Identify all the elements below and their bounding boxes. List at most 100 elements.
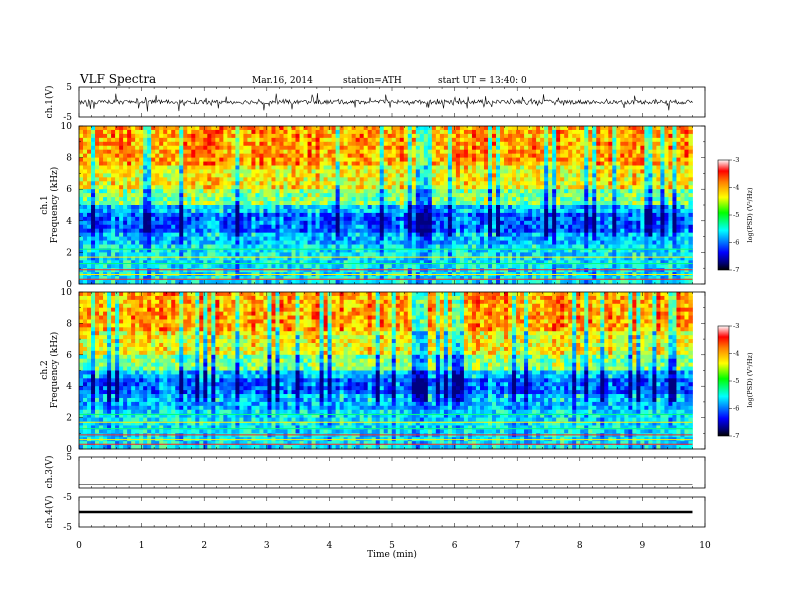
spectrogram-cell xyxy=(608,197,613,202)
spectrogram-cell xyxy=(111,248,116,253)
spectrogram-cell xyxy=(504,153,509,158)
spectrogram-cell xyxy=(247,153,252,158)
spectrogram-cell xyxy=(391,165,397,170)
spectrogram-cell xyxy=(604,173,609,178)
spectrogram-cell xyxy=(492,126,497,131)
spectrogram-cell xyxy=(596,228,601,234)
spectrogram-cell xyxy=(355,228,361,234)
spectrogram-cell xyxy=(99,133,104,139)
spectrogram-cell xyxy=(211,169,216,174)
spectrogram-cell xyxy=(103,129,108,135)
spectrogram-cell xyxy=(195,181,200,186)
spectrogram-cell xyxy=(656,216,661,222)
spectrogram-cell xyxy=(427,126,433,131)
spectrogram-cell xyxy=(315,193,320,198)
spectrogram-cell xyxy=(556,205,561,210)
spectrogram-cell xyxy=(676,240,681,245)
spectrogram-cell xyxy=(560,161,565,166)
spectrogram-cell xyxy=(620,181,625,186)
spectrogram-cell xyxy=(540,193,545,198)
spectrogram-cell xyxy=(680,141,685,147)
spectrogram-cell xyxy=(636,165,641,170)
spectrogram-cell xyxy=(307,165,312,170)
spectrogram-cell xyxy=(383,236,389,241)
spectrogram-cell xyxy=(183,153,188,158)
spectrogram-cell xyxy=(632,145,637,151)
spectrogram-cell xyxy=(79,145,84,151)
spectrogram-cell xyxy=(215,244,220,249)
spectrogram-cell xyxy=(451,173,457,178)
spectrogram-cell xyxy=(263,216,268,222)
spectrogram-cell xyxy=(311,208,316,214)
spectrogram-cell xyxy=(107,149,112,155)
spectrogram-cell xyxy=(552,153,557,158)
spectrogram-cell xyxy=(367,177,373,182)
spectrogram-cell xyxy=(540,165,545,170)
spectrogram-cell xyxy=(259,149,264,155)
spectrogram-cell xyxy=(215,236,220,241)
spectrogram-cell xyxy=(431,137,437,143)
spectrogram-cell xyxy=(612,157,617,162)
spectrogram-cell xyxy=(99,216,104,222)
spectrogram-cell xyxy=(399,149,405,155)
spectrogram-cell xyxy=(572,173,577,178)
spectrogram-cell xyxy=(536,224,541,230)
spectrogram-cell xyxy=(119,173,124,178)
spectrogram-cell xyxy=(467,189,473,194)
spectrogram-cell xyxy=(459,161,465,166)
spectrogram-cell xyxy=(367,161,373,166)
spectrogram-cell xyxy=(628,185,633,190)
spectrogram-cell xyxy=(656,129,661,135)
spectrogram-cell xyxy=(584,149,589,155)
spectrogram-cell xyxy=(111,232,116,237)
spectrogram-cell xyxy=(251,244,256,249)
spectrogram-cell xyxy=(568,126,573,131)
spectrogram-cell xyxy=(255,197,260,202)
spectrogram-cell xyxy=(219,228,224,234)
spectrogram-cell xyxy=(483,161,489,166)
spectrogram-cell xyxy=(435,201,441,206)
spectrogram-cell xyxy=(612,165,617,170)
spectrogram-cell xyxy=(199,126,204,131)
spectrogram-cell xyxy=(508,205,513,210)
spectrogram-cell xyxy=(688,197,693,202)
spectrogram-cell xyxy=(295,173,300,178)
spectrogram-cell xyxy=(283,205,288,210)
spectrogram-cell xyxy=(87,236,92,241)
spectrogram-cell xyxy=(676,157,681,162)
spectrogram-cell xyxy=(632,197,637,202)
spectrogram-cell xyxy=(668,126,673,131)
spectrogram-cell xyxy=(323,173,328,178)
spectrogram-cell xyxy=(532,181,537,186)
spectrogram-cell xyxy=(552,137,557,143)
spectrogram-cell xyxy=(299,145,304,151)
spectrogram-cell xyxy=(195,244,200,249)
spectrogram-cell xyxy=(339,220,345,226)
spectrogram-cell xyxy=(576,224,581,230)
spectrogram-cell xyxy=(496,133,501,139)
spectrogram-cell xyxy=(287,197,292,202)
spectrogram-cell xyxy=(411,236,417,241)
spectrogram-cell xyxy=(311,129,316,135)
spectrogram-cell xyxy=(471,181,477,186)
spectrogram-cell xyxy=(275,177,280,182)
spectrogram-cell xyxy=(636,181,641,186)
spectrogram-cell xyxy=(435,232,441,237)
spectrogram-cell xyxy=(652,169,657,174)
spectrogram-cell xyxy=(608,244,613,249)
spectrogram-cell xyxy=(668,165,673,170)
spectrogram-cell xyxy=(95,201,100,206)
spectrogram-cell xyxy=(411,141,417,147)
spectrogram-cell xyxy=(323,208,328,214)
spectrogram-cell xyxy=(299,137,304,143)
spectrogram-cell xyxy=(175,149,180,155)
spectrogram-cell xyxy=(407,220,413,226)
spectrogram-cell xyxy=(91,236,96,241)
spectrogram-cell xyxy=(159,181,164,186)
spectrogram-cell xyxy=(512,137,517,143)
spectrogram-cell xyxy=(419,244,425,249)
spectrogram-cell xyxy=(479,193,485,198)
spectrogram-cell xyxy=(367,165,373,170)
spectrogram-cell xyxy=(287,193,292,198)
spectrogram-cell xyxy=(399,189,405,194)
